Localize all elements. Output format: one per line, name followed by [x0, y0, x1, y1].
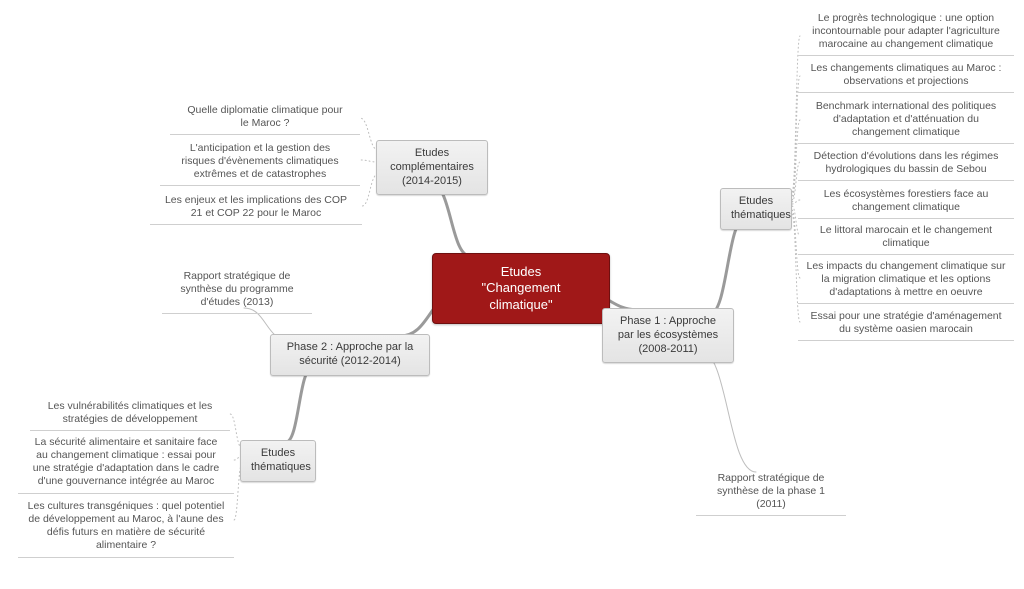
- subbranch-et_left: Etudesthématiques: [240, 440, 316, 482]
- leaf-r5: Les écosystèmes forestiers face auchange…: [798, 186, 1014, 219]
- branch-phase1: Phase 1 : Approchepar les écosystèmes(20…: [602, 308, 734, 363]
- subbranch-et_right: Etudesthématiques: [720, 188, 792, 230]
- leaf-r1: Le progrès technologique : une optioninc…: [798, 10, 1014, 56]
- leaf-r2: Les changements climatiques au Maroc :ob…: [798, 60, 1014, 93]
- leaf-r7: Les impacts du changement climatique sur…: [798, 258, 1014, 304]
- branch-phase2: Phase 2 : Approche par lasécurité (2012-…: [270, 334, 430, 376]
- leaf-r4: Détection d'évolutions dans les régimesh…: [798, 148, 1014, 181]
- leaf-r6: Le littoral marocain et le changementcli…: [798, 222, 1014, 255]
- leaf-l2: La sécurité alimentaire et sanitaire fac…: [18, 434, 234, 494]
- leaf-p1r: Rapport stratégique desynthèse de la pha…: [696, 470, 846, 516]
- root-node: Etudes"Changement climatique": [432, 253, 610, 324]
- leaf-r8: Essai pour une stratégie d'aménagementdu…: [798, 308, 1014, 341]
- branch-comp: Etudescomplémentaires(2014-2015): [376, 140, 488, 195]
- leaf-c1: Quelle diplomatie climatique pourle Maro…: [170, 102, 360, 135]
- leaf-c3: Les enjeux et les implications des COP21…: [150, 192, 362, 225]
- leaf-l3: Les cultures transgéniques : quel potent…: [18, 498, 234, 558]
- leaf-c2: L'anticipation et la gestion desrisques …: [160, 140, 360, 186]
- leaf-l1: Les vulnérabilités climatiques et lesstr…: [30, 398, 230, 431]
- leaf-p2r: Rapport stratégique desynthèse du progra…: [162, 268, 312, 314]
- leaf-r3: Benchmark international des politiquesd'…: [798, 98, 1014, 144]
